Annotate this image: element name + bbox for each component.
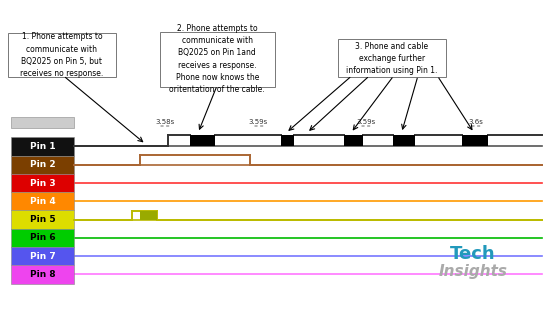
Bar bbox=[11, 247, 74, 265]
Text: Pin 5: Pin 5 bbox=[30, 215, 56, 224]
Bar bbox=[11, 192, 74, 210]
Text: 2. Phone attempts to
communicate with
BQ2025 on Pin 1and
receives a response.
Ph: 2. Phone attempts to communicate with BQ… bbox=[169, 24, 265, 94]
Text: 3.58s: 3.58s bbox=[155, 119, 175, 125]
Bar bbox=[393, 135, 415, 146]
Text: = =: = = bbox=[160, 124, 170, 129]
Text: Pin 2: Pin 2 bbox=[30, 160, 56, 169]
Text: 3.59s: 3.59s bbox=[356, 119, 375, 125]
Bar bbox=[344, 135, 363, 146]
Text: Pin 8: Pin 8 bbox=[30, 270, 56, 279]
Text: 3. Phone and cable
exchange further
information using Pin 1.: 3. Phone and cable exchange further info… bbox=[346, 42, 438, 75]
Bar bbox=[11, 117, 74, 128]
FancyBboxPatch shape bbox=[160, 32, 275, 87]
FancyBboxPatch shape bbox=[8, 33, 116, 77]
Text: Pin 1: Pin 1 bbox=[30, 142, 56, 151]
Bar bbox=[280, 135, 294, 146]
Bar bbox=[11, 137, 74, 156]
Text: = =: = = bbox=[254, 124, 263, 129]
Bar bbox=[140, 211, 157, 220]
Text: Pin 6: Pin 6 bbox=[30, 233, 56, 242]
Bar bbox=[190, 135, 214, 146]
Text: Pin 3: Pin 3 bbox=[30, 179, 56, 187]
FancyBboxPatch shape bbox=[338, 39, 446, 77]
Bar bbox=[11, 210, 74, 229]
Text: = =: = = bbox=[361, 124, 371, 129]
Bar bbox=[11, 229, 74, 247]
Text: Tech: Tech bbox=[450, 245, 496, 263]
Text: 3.59s: 3.59s bbox=[249, 119, 268, 125]
Bar bbox=[11, 174, 74, 192]
Bar bbox=[11, 156, 74, 174]
Text: Insights: Insights bbox=[438, 264, 508, 279]
Bar bbox=[11, 265, 74, 284]
Text: 3.6s: 3.6s bbox=[468, 119, 483, 125]
Text: 1. Phone attempts to
communicate with
BQ2025 on Pin 5, but
receives no response.: 1. Phone attempts to communicate with BQ… bbox=[20, 32, 103, 78]
Bar bbox=[462, 135, 488, 146]
Text: Pin 7: Pin 7 bbox=[30, 252, 56, 261]
Text: = =: = = bbox=[471, 124, 481, 129]
Text: Pin 4: Pin 4 bbox=[30, 197, 56, 206]
